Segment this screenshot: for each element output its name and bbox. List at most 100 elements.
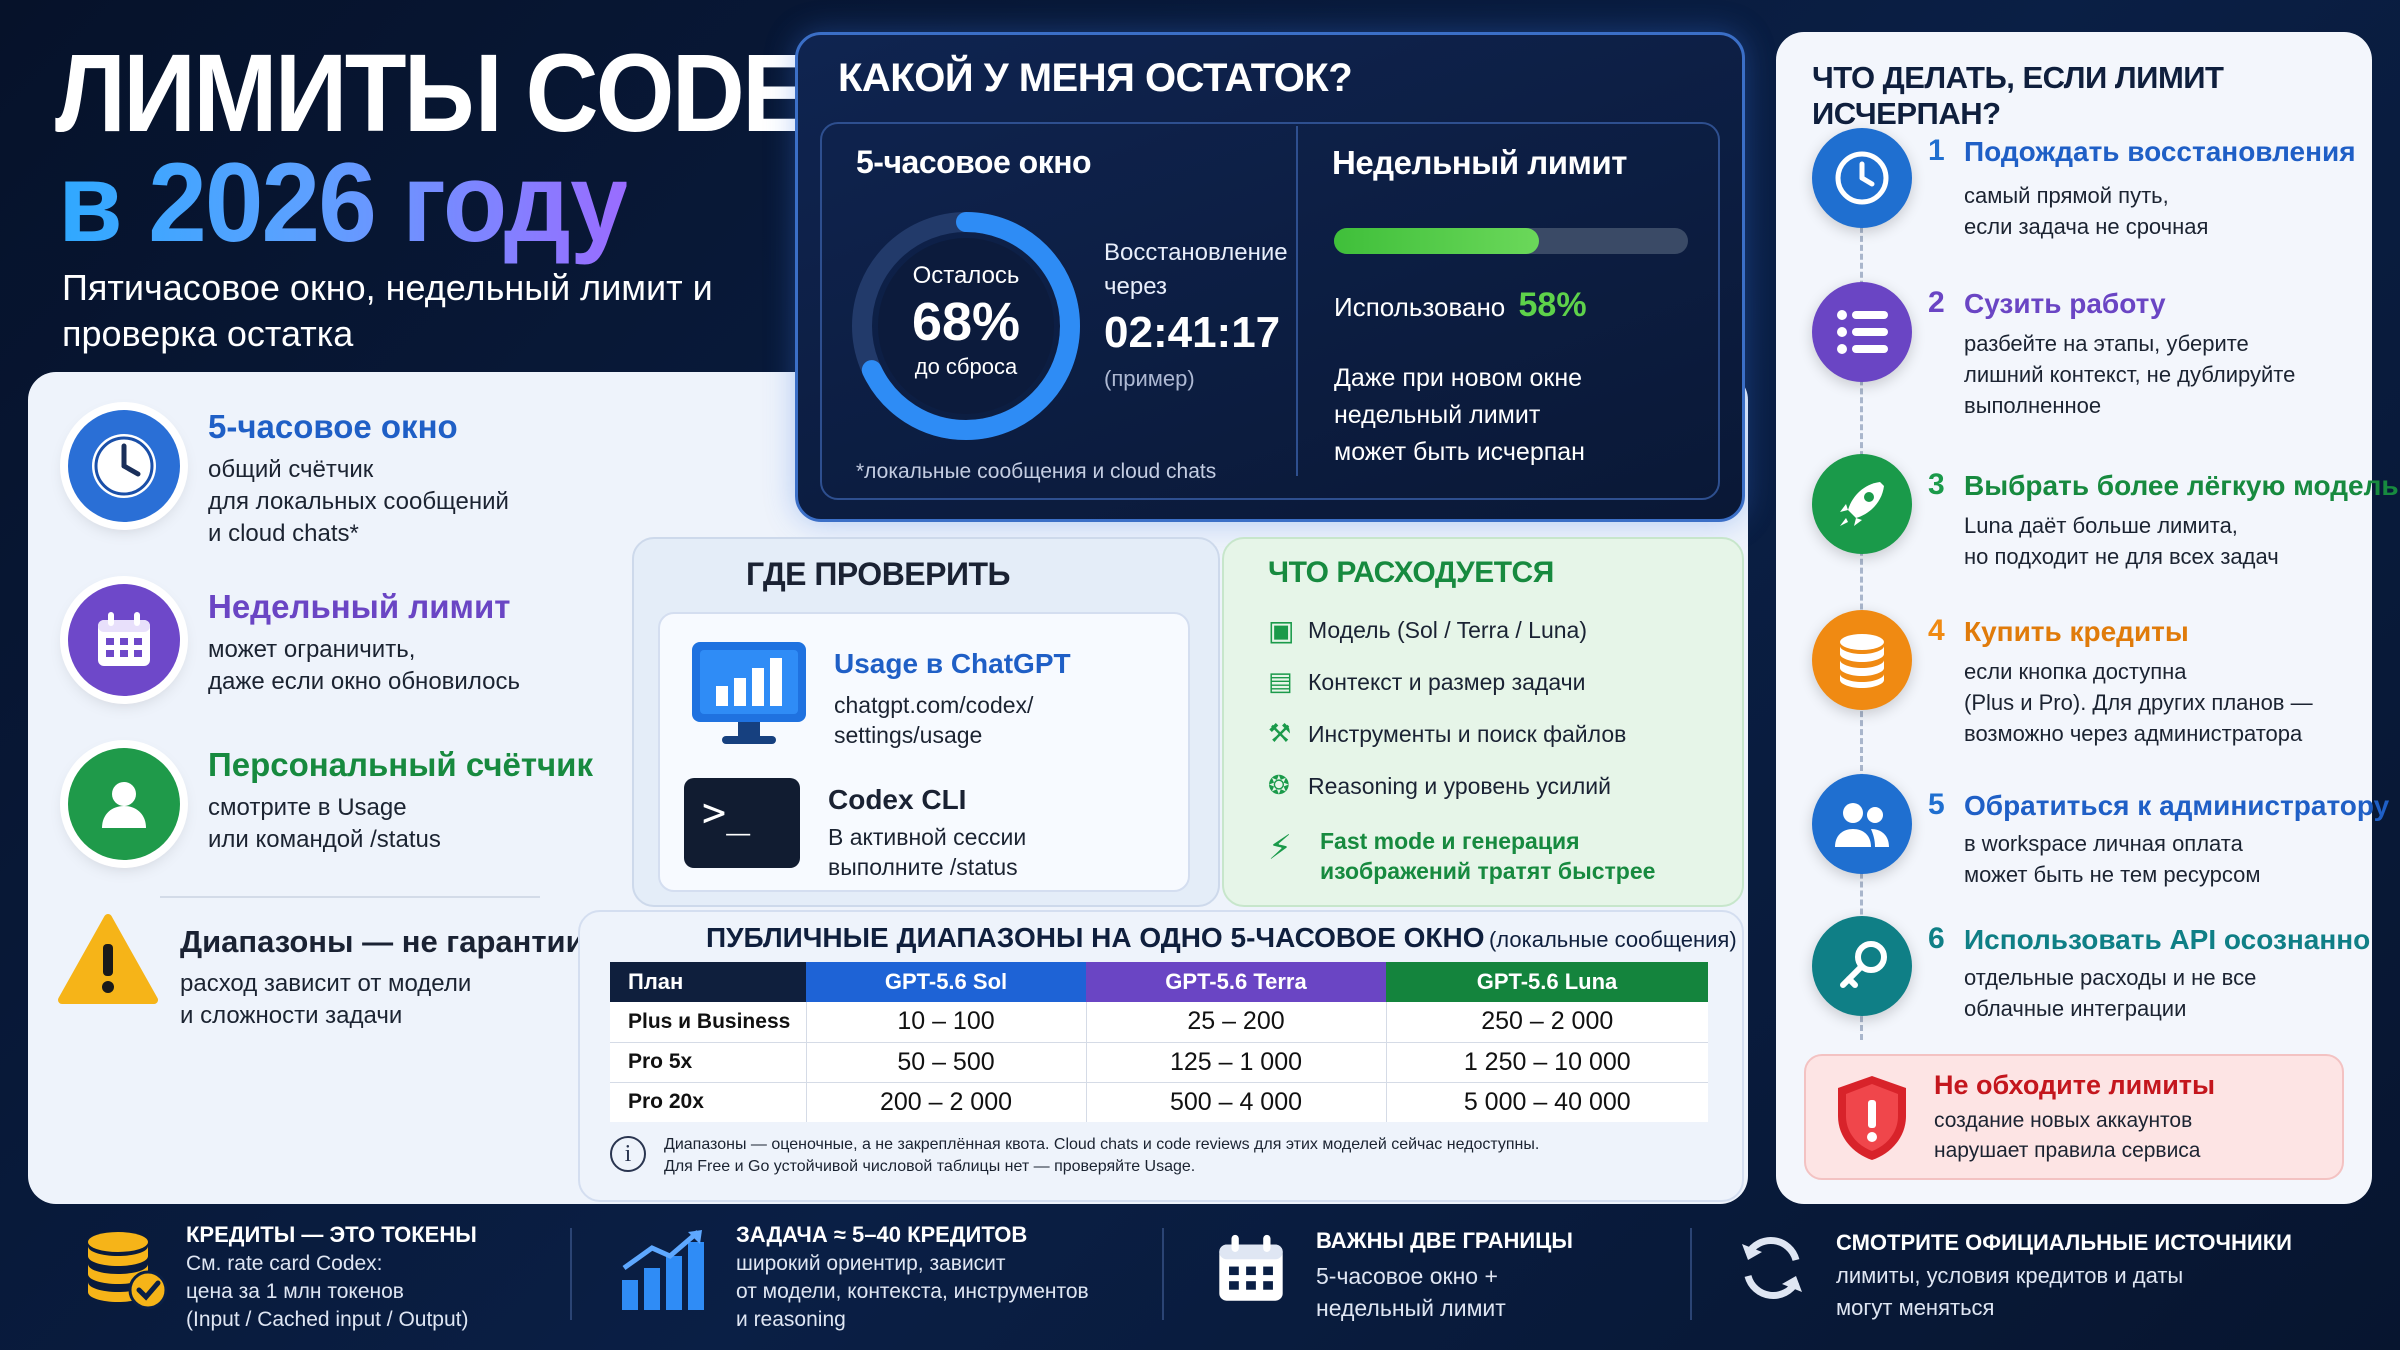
step-title: Подождать восстановления xyxy=(1964,136,2356,167)
table-row: Plus и Business 10 – 100 25 – 200 250 – … xyxy=(610,1002,1708,1042)
step-text: если кнопка доступна (Plus и Pro). Для др… xyxy=(1964,659,2313,746)
feature-text-ranges: расход зависит от модели и сложности зада… xyxy=(180,970,472,1029)
step-title: Использовать API осознанно xyxy=(1964,924,2371,955)
clock-icon xyxy=(1812,128,1912,228)
bottom-title-bounds: ВАЖНЫ ДВЕ ГРАНИЦЫ xyxy=(1316,1228,1573,1253)
remaining-ring xyxy=(846,206,1086,450)
terminal-icon: >_ xyxy=(684,778,800,868)
weekly-title: Недельный лимит xyxy=(1332,144,1627,181)
spend-list: ▣ Модель (Sol / Terra / Luna) ▤ Контекст… xyxy=(1268,604,1728,812)
hero-subtitle: Пятичасовое окно, недельный лимит и пров… xyxy=(62,267,713,354)
spend-card xyxy=(1222,537,1744,907)
weekly-used: Использовано 58% xyxy=(1334,286,1587,324)
weekly-progress xyxy=(1334,228,1688,254)
wrench-icon: ⚒ xyxy=(1268,719,1292,749)
refresh-icon xyxy=(1734,1230,1810,1310)
feature-title-ranges: Диапазоны — не гарантии xyxy=(180,924,585,959)
warning-icon xyxy=(58,912,158,1012)
ranges-heading: ПУБЛИЧНЫЕ ДИАПАЗОНЫ НА ОДНО 5-ЧАСОВОЕ ОК… xyxy=(706,922,1737,953)
restore-note: (пример) xyxy=(1104,366,1195,391)
monitor-chart-icon xyxy=(690,640,808,754)
remaining-footnote: *локальные сообщения и cloud chats xyxy=(856,460,1217,483)
bottom-divider xyxy=(1690,1228,1692,1320)
users-icon xyxy=(1812,774,1912,874)
window-title: 5-часовое окно xyxy=(856,144,1092,180)
feature-title-weekly: Недельный лимит xyxy=(208,588,511,625)
step-text: отдельные расходы и не все облачные интег… xyxy=(1964,965,2257,1021)
where-heading: ГДЕ ПРОВЕРИТЬ xyxy=(746,556,1011,592)
feature-text-personal: смотрите в Usage или командой /status xyxy=(208,794,441,853)
step-number: 2 xyxy=(1928,286,1945,319)
usage-url[interactable]: chatgpt.com/codex/settings/usage xyxy=(834,692,1034,748)
col-header: План xyxy=(610,962,806,1002)
cli-text: В активной сессии выполните /status xyxy=(828,824,1027,880)
restore-label: Восстановление через xyxy=(1104,239,1288,300)
brain-icon: ❂ xyxy=(1268,771,1290,801)
bottom-text-credits: См. rate card Codex: цена за 1 млн токено… xyxy=(186,1252,469,1331)
bottom-text-bounds: 5-часовое окно + недельный лимит xyxy=(1316,1263,1506,1321)
feature-text-weekly: может ограничить, даже если окно обновило… xyxy=(208,636,520,695)
divider xyxy=(160,896,540,898)
restore-time: 02:41:17 xyxy=(1104,308,1281,357)
spend-item: ❂ Reasoning и уровень усилий xyxy=(1268,771,1611,801)
col-header: GPT-5.6 Luna xyxy=(1386,962,1708,1002)
ranges-note: Диапазоны — оценочные, а не закреплённая… xyxy=(664,1136,1540,1175)
document-icon: ▤ xyxy=(1268,667,1293,697)
ring-label: Осталось 68% до сброса xyxy=(911,262,1021,379)
spend-item: ▤ Контекст и размер задачи xyxy=(1268,667,1586,697)
bottom-divider xyxy=(1162,1228,1164,1320)
step-number: 3 xyxy=(1928,468,1945,501)
bar-chart-icon xyxy=(618,1228,706,1316)
clock-icon xyxy=(68,410,180,522)
warning-title: Не обходите лимиты xyxy=(1934,1070,2216,1100)
coins-icon xyxy=(1812,610,1912,710)
remaining-inner xyxy=(820,122,1720,500)
step-title: Сузить работу xyxy=(1964,288,2166,319)
step-title: Выбрать более лёгкую модель xyxy=(1964,470,2399,501)
remaining-divider xyxy=(1296,126,1298,476)
bottom-text-sources: лимиты, условия кредитов и даты могут мен… xyxy=(1836,1263,2184,1320)
bottom-text-task: широкий ориентир, зависит от модели, конт… xyxy=(736,1252,1089,1331)
table-row: Pro 20x 200 – 2 000 500 – 4 000 5 000 – … xyxy=(610,1082,1708,1122)
weekly-progress-fill xyxy=(1334,228,1540,254)
hero-title-line1: ЛИМИТЫ CODEX xyxy=(55,32,874,155)
shield-icon xyxy=(1832,1072,1912,1168)
calendar-icon xyxy=(1212,1230,1290,1312)
step-text: разбейте на этапы, уберите лишний контекс… xyxy=(1964,331,2296,418)
step-text: в workspace личная оплата может быть не т… xyxy=(1964,831,2261,887)
spend-item: ⚒ Инструменты и поиск файлов xyxy=(1268,719,1627,749)
feature-title-personal: Персональный счётчик xyxy=(208,746,593,783)
hero-title-line2: в 2026 году xyxy=(58,140,629,265)
remaining-heading: КАКОЙ У МЕНЯ ОСТАТОК? xyxy=(838,56,1353,100)
cli-title: Codex CLI xyxy=(828,784,967,815)
feature-text-window: общий счётчик для локальных сообщений и cl… xyxy=(208,456,509,547)
rocket-icon xyxy=(1812,454,1912,554)
step-title: Обратиться к администратору xyxy=(1964,790,2390,821)
bottom-title-task: ЗАДАЧА ≈ 5–40 КРЕДИТОВ xyxy=(736,1222,1028,1247)
spend-highlight: Fast mode и генерация изображений тратят … xyxy=(1320,828,1656,884)
step-text: самый прямой путь, если задача не срочная xyxy=(1964,183,2209,239)
step-number: 6 xyxy=(1928,922,1945,955)
usage-title[interactable]: Usage в ChatGPT xyxy=(834,648,1071,679)
ranges-table: План GPT-5.6 Sol GPT-5.6 Terra GPT-5.6 L… xyxy=(610,962,1708,1122)
cube-icon: ▣ xyxy=(1268,613,1295,647)
col-header: GPT-5.6 Sol xyxy=(806,962,1086,1002)
step-number: 1 xyxy=(1928,134,1945,167)
step-number: 5 xyxy=(1928,788,1945,821)
calendar-icon xyxy=(68,584,180,696)
step-text: Luna даёт больше лимита, но подходит не д… xyxy=(1964,513,2279,569)
spend-item: ▣ Модель (Sol / Terra / Luna) xyxy=(1268,613,1587,647)
step-number: 4 xyxy=(1928,614,1945,647)
lightning-icon: ⚡ xyxy=(1268,828,1292,868)
list-icon xyxy=(1812,282,1912,382)
bottom-title-credits: КРЕДИТЫ — ЭТО ТОКЕНЫ xyxy=(186,1222,477,1247)
table-row: Pro 5x 50 – 500 125 – 1 000 1 250 – 10 0… xyxy=(610,1042,1708,1082)
warning-text: создание новых аккаунтов нарушает правила… xyxy=(1934,1109,2201,1162)
key-icon xyxy=(1812,916,1912,1016)
weekly-note: Даже при новом окне недельный лимит может … xyxy=(1334,364,1585,466)
info-icon: i xyxy=(610,1136,646,1172)
coins-check-icon xyxy=(82,1228,170,1316)
user-icon xyxy=(68,748,180,860)
bottom-divider xyxy=(570,1228,572,1320)
spend-heading: ЧТО РАСХОДУЕТСЯ xyxy=(1268,556,1554,589)
